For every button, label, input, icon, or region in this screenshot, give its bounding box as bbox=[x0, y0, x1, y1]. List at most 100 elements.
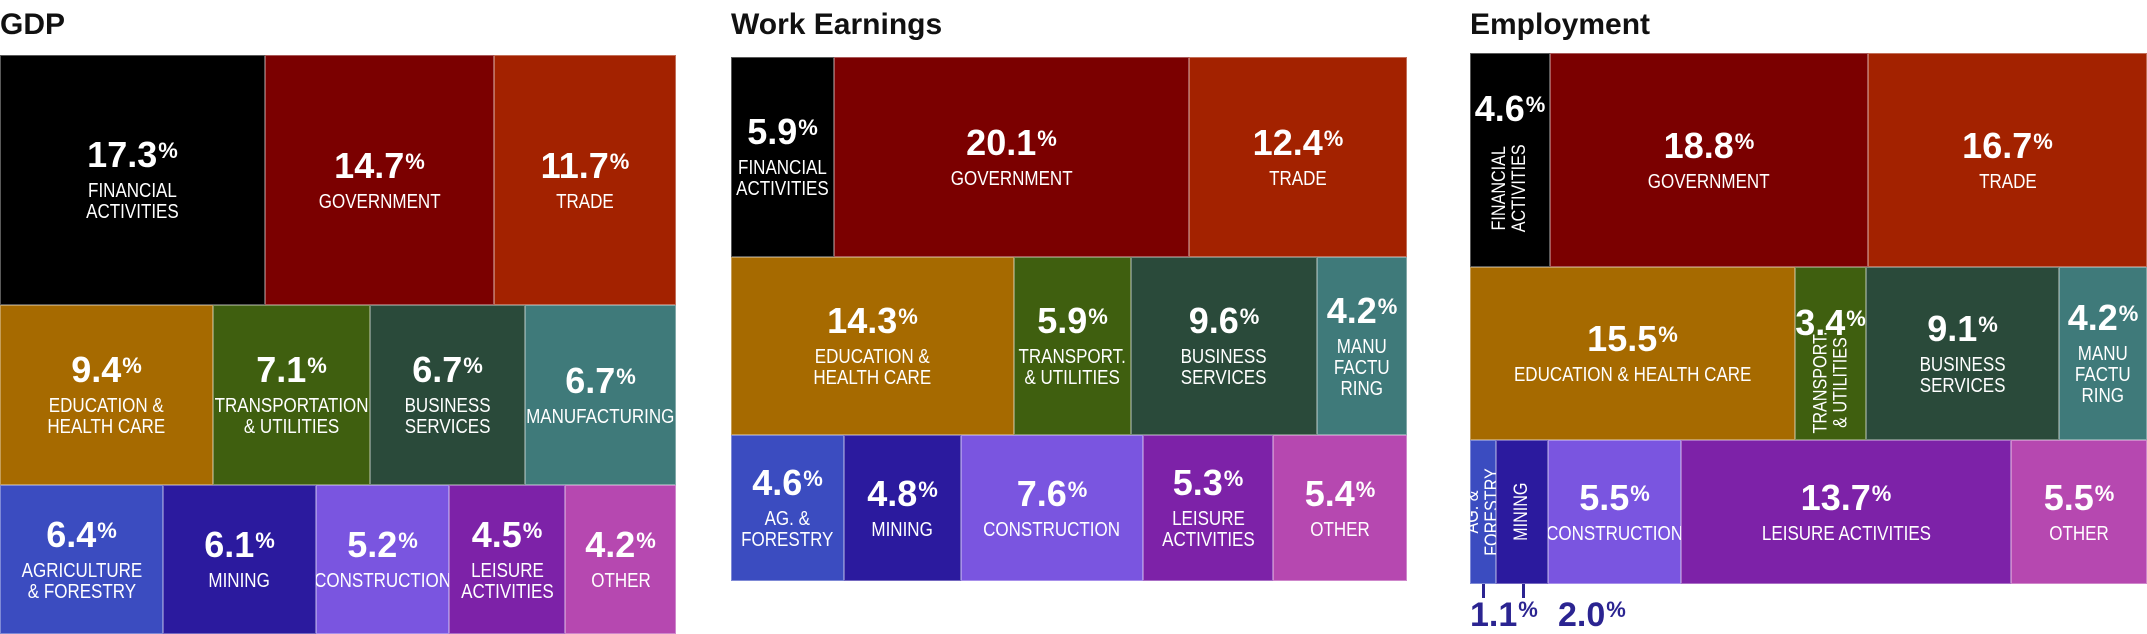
work-earnings-label-transport-utilities: TRANSPORT. & UTILITIES bbox=[1018, 346, 1127, 389]
gdp-tile-construction: 5.2% CONSTRUCTION bbox=[316, 485, 449, 634]
gdp-tile-other: 4.2% OTHER bbox=[565, 485, 676, 634]
work-earnings-tile-transport-utilities: 5.9% TRANSPORT. & UTILITIES bbox=[1014, 257, 1131, 435]
gdp-tile-financial-activities: 17.3% FINANCIAL ACTIVITIES bbox=[0, 55, 265, 305]
work-earnings-label-construction: CONSTRUCTION bbox=[983, 518, 1121, 541]
gdp-title: GDP bbox=[0, 8, 66, 41]
gdp-tile-government: 14.7% GOVERNMENT bbox=[265, 55, 494, 305]
gdp-tile-manufacturing: 6.7% MANUFACTURING bbox=[525, 305, 676, 485]
employment-tile-trade: 16.7% TRADE bbox=[1868, 53, 2147, 267]
gdp-label-manufacturing: MANUFACTURING bbox=[526, 405, 675, 428]
employment-value-business-services: 9.1% bbox=[1927, 307, 1998, 349]
employment-label-business-services: BUSINESS SERVICES bbox=[1919, 353, 2006, 397]
work-earnings-value-trade: 12.4% bbox=[1252, 121, 1344, 163]
gdp-tile-agriculture-forestry: 6.4% AGRICULTURE & FORESTRY bbox=[0, 485, 163, 634]
gdp-value-transportation-utilities: 7.1% bbox=[256, 349, 327, 390]
work-earnings-tile-manu-factu-ring: 4.2% MANU FACTU RING bbox=[1317, 257, 1407, 435]
employment-tile-construction: 5.5% CONSTRUCTION bbox=[1548, 440, 1681, 584]
work-earnings-label-government: GOVERNMENT bbox=[950, 167, 1073, 190]
work-earnings-tile-trade: 12.4% TRADE bbox=[1189, 57, 1407, 257]
employment-value-construction: 5.5% bbox=[1579, 476, 1650, 518]
gdp-value-other: 4.2% bbox=[585, 524, 656, 565]
work-earnings-label-business-services: BUSINESS SERVICES bbox=[1181, 346, 1267, 389]
gdp-value-mining: 6.1% bbox=[204, 524, 275, 565]
gdp-label-transportation-utilities: TRANSPORTATION & UTILITIES bbox=[214, 395, 369, 438]
employment-label-transport-utilities: TRANSPORT. & UTILITIES bbox=[1809, 330, 1851, 433]
employment-label-other: OTHER bbox=[2049, 522, 2109, 545]
work-earnings-label-trade: TRADE bbox=[1269, 167, 1327, 190]
gdp-value-government: 14.7% bbox=[334, 144, 425, 186]
employment-label-manu-factu-ring: MANU FACTU RING bbox=[2075, 343, 2131, 407]
gdp-tile-trade: 11.7% TRADE bbox=[494, 55, 676, 305]
gdp-label-education-health-care: EDUCATION & HEALTH CARE bbox=[47, 395, 166, 438]
gdp-value-leisure-activities: 4.5% bbox=[471, 513, 543, 555]
work-earnings-label-mining: MINING bbox=[871, 518, 934, 541]
employment-tile-education-health-care: 15.5% EDUCATION & HEALTH CARE bbox=[1470, 267, 1795, 440]
gdp-label-leisure-activities: LEISURE ACTIVITIES bbox=[460, 559, 554, 603]
employment-label-government: GOVERNMENT bbox=[1648, 170, 1770, 193]
employment-value-mining: 2.0% bbox=[1558, 596, 1626, 634]
work-earnings-value-education-health-care: 14.3% bbox=[827, 300, 918, 341]
employment-label-construction: CONSTRUCTION bbox=[1548, 522, 1681, 545]
work-earnings-value-financial-activities: 5.9% bbox=[747, 111, 818, 152]
gdp-label-trade: TRADE bbox=[556, 190, 614, 213]
work-earnings-tile-construction: 7.6% CONSTRUCTION bbox=[961, 435, 1143, 581]
gdp-value-agriculture-forestry: 6.4% bbox=[46, 513, 117, 555]
employment-label-trade: TRADE bbox=[1978, 170, 2037, 193]
employment-value-manu-factu-ring: 4.2% bbox=[2067, 297, 2139, 338]
employment-tile-financial-activities: 4.6% FINANCIAL ACTIVITIES bbox=[1470, 53, 1550, 267]
gdp-label-financial-activities: FINANCIAL ACTIVITIES bbox=[86, 180, 179, 223]
gdp-label-government: GOVERNMENT bbox=[318, 190, 441, 213]
employment-tile-mining: MINING bbox=[1496, 440, 1548, 584]
work-earnings-label-manu-factu-ring: MANU FACTU RING bbox=[1334, 335, 1390, 400]
work-earnings-label-ag-forestry: AG. & FORESTRY bbox=[741, 508, 834, 551]
gdp-value-trade: 11.7% bbox=[540, 144, 630, 186]
employment-value-other: 5.5% bbox=[2043, 476, 2115, 518]
work-earnings-value-other: 5.4% bbox=[1304, 472, 1376, 514]
employment-value-education-health-care: 15.5% bbox=[1587, 318, 1678, 359]
gdp-value-manufacturing: 6.7% bbox=[565, 359, 636, 401]
gdp-label-other: OTHER bbox=[590, 570, 651, 592]
work-earnings-treemap: 5.9% FINANCIAL ACTIVITIES 20.1% GOVERNMENT 1… bbox=[731, 57, 1407, 581]
employment-value-trade: 16.7% bbox=[1962, 124, 2053, 166]
work-earnings-title: Work Earnings bbox=[731, 8, 943, 41]
work-earnings-value-mining: 4.8% bbox=[867, 472, 938, 514]
gdp-label-mining: MINING bbox=[208, 570, 271, 592]
work-earnings-value-manu-factu-ring: 4.2% bbox=[1326, 289, 1398, 331]
work-earnings-label-leisure-activities: LEISURE ACTIVITIES bbox=[1161, 508, 1255, 551]
gdp-tile-mining: 6.1% MINING bbox=[163, 485, 316, 634]
work-earnings-label-education-health-care: EDUCATION & HEALTH CARE bbox=[813, 346, 932, 389]
work-earnings-tile-mining: 4.8% MINING bbox=[844, 435, 961, 581]
work-earnings-label-financial-activities: FINANCIAL ACTIVITIES bbox=[736, 157, 829, 200]
employment-tile-ag-forestry: AG. & FORESTRY bbox=[1470, 440, 1496, 584]
work-earnings-value-leisure-activities: 5.3% bbox=[1172, 462, 1244, 503]
work-earnings-value-government: 20.1% bbox=[966, 121, 1057, 163]
employment-treemap: 4.6% FINANCIAL ACTIVITIES 18.8% GOVERNMENT 1… bbox=[1470, 53, 2147, 632]
work-earnings-value-transport-utilities: 5.9% bbox=[1037, 300, 1108, 341]
work-earnings-tile-education-health-care: 14.3% EDUCATION & HEALTH CARE bbox=[731, 257, 1014, 435]
employment-value-government: 18.8% bbox=[1663, 124, 1755, 166]
work-earnings-tile-leisure-activities: 5.3% LEISURE ACTIVITIES bbox=[1143, 435, 1273, 581]
employment-leader-ag-forestry bbox=[1482, 584, 1485, 598]
work-earnings-tile-financial-activities: 5.9% FINANCIAL ACTIVITIES bbox=[731, 57, 834, 257]
work-earnings-tile-business-services: 9.6% BUSINESS SERVICES bbox=[1131, 257, 1317, 435]
gdp-tile-leisure-activities: 4.5% LEISURE ACTIVITIES bbox=[449, 485, 565, 634]
employment-value-leisure-activities: 13.7% bbox=[1800, 476, 1892, 518]
gdp-value-education-health-care: 9.4% bbox=[71, 349, 142, 390]
employment-leader-mining bbox=[1522, 584, 1525, 598]
employment-value-ag-forestry: 1.1% bbox=[1470, 596, 1538, 634]
gdp-tile-business-services: 6.7% BUSINESS SERVICES bbox=[370, 305, 525, 485]
work-earnings-value-ag-forestry: 4.6% bbox=[752, 462, 823, 503]
employment-tile-business-services: 9.1% BUSINESS SERVICES bbox=[1866, 267, 2059, 440]
employment-tile-manu-factu-ring: 4.2% MANU FACTU RING bbox=[2059, 267, 2147, 440]
employment-tile-leisure-activities: 13.7% LEISURE ACTIVITIES bbox=[1681, 440, 2011, 584]
employment-tile-transport-utilities: 3.4% TRANSPORT. & UTILITIES bbox=[1795, 267, 1866, 440]
gdp-label-construction: CONSTRUCTION bbox=[316, 570, 449, 592]
employment-label-leisure-activities: LEISURE ACTIVITIES bbox=[1761, 522, 1931, 545]
work-earnings-label-other: OTHER bbox=[1310, 518, 1370, 541]
employment-label-mining: MINING bbox=[1511, 482, 1533, 542]
employment-tile-government: 18.8% GOVERNMENT bbox=[1550, 53, 1868, 267]
employment-label-ag-forestry: AG. & FORESTRY bbox=[1470, 468, 1496, 556]
gdp-label-agriculture-forestry: AGRICULTURE & FORESTRY bbox=[21, 559, 142, 603]
gdp-tile-education-health-care: 9.4% EDUCATION & HEALTH CARE bbox=[0, 305, 213, 485]
gdp-treemap: 17.3% FINANCIAL ACTIVITIES 14.7% GOVERNMENT… bbox=[0, 55, 676, 634]
